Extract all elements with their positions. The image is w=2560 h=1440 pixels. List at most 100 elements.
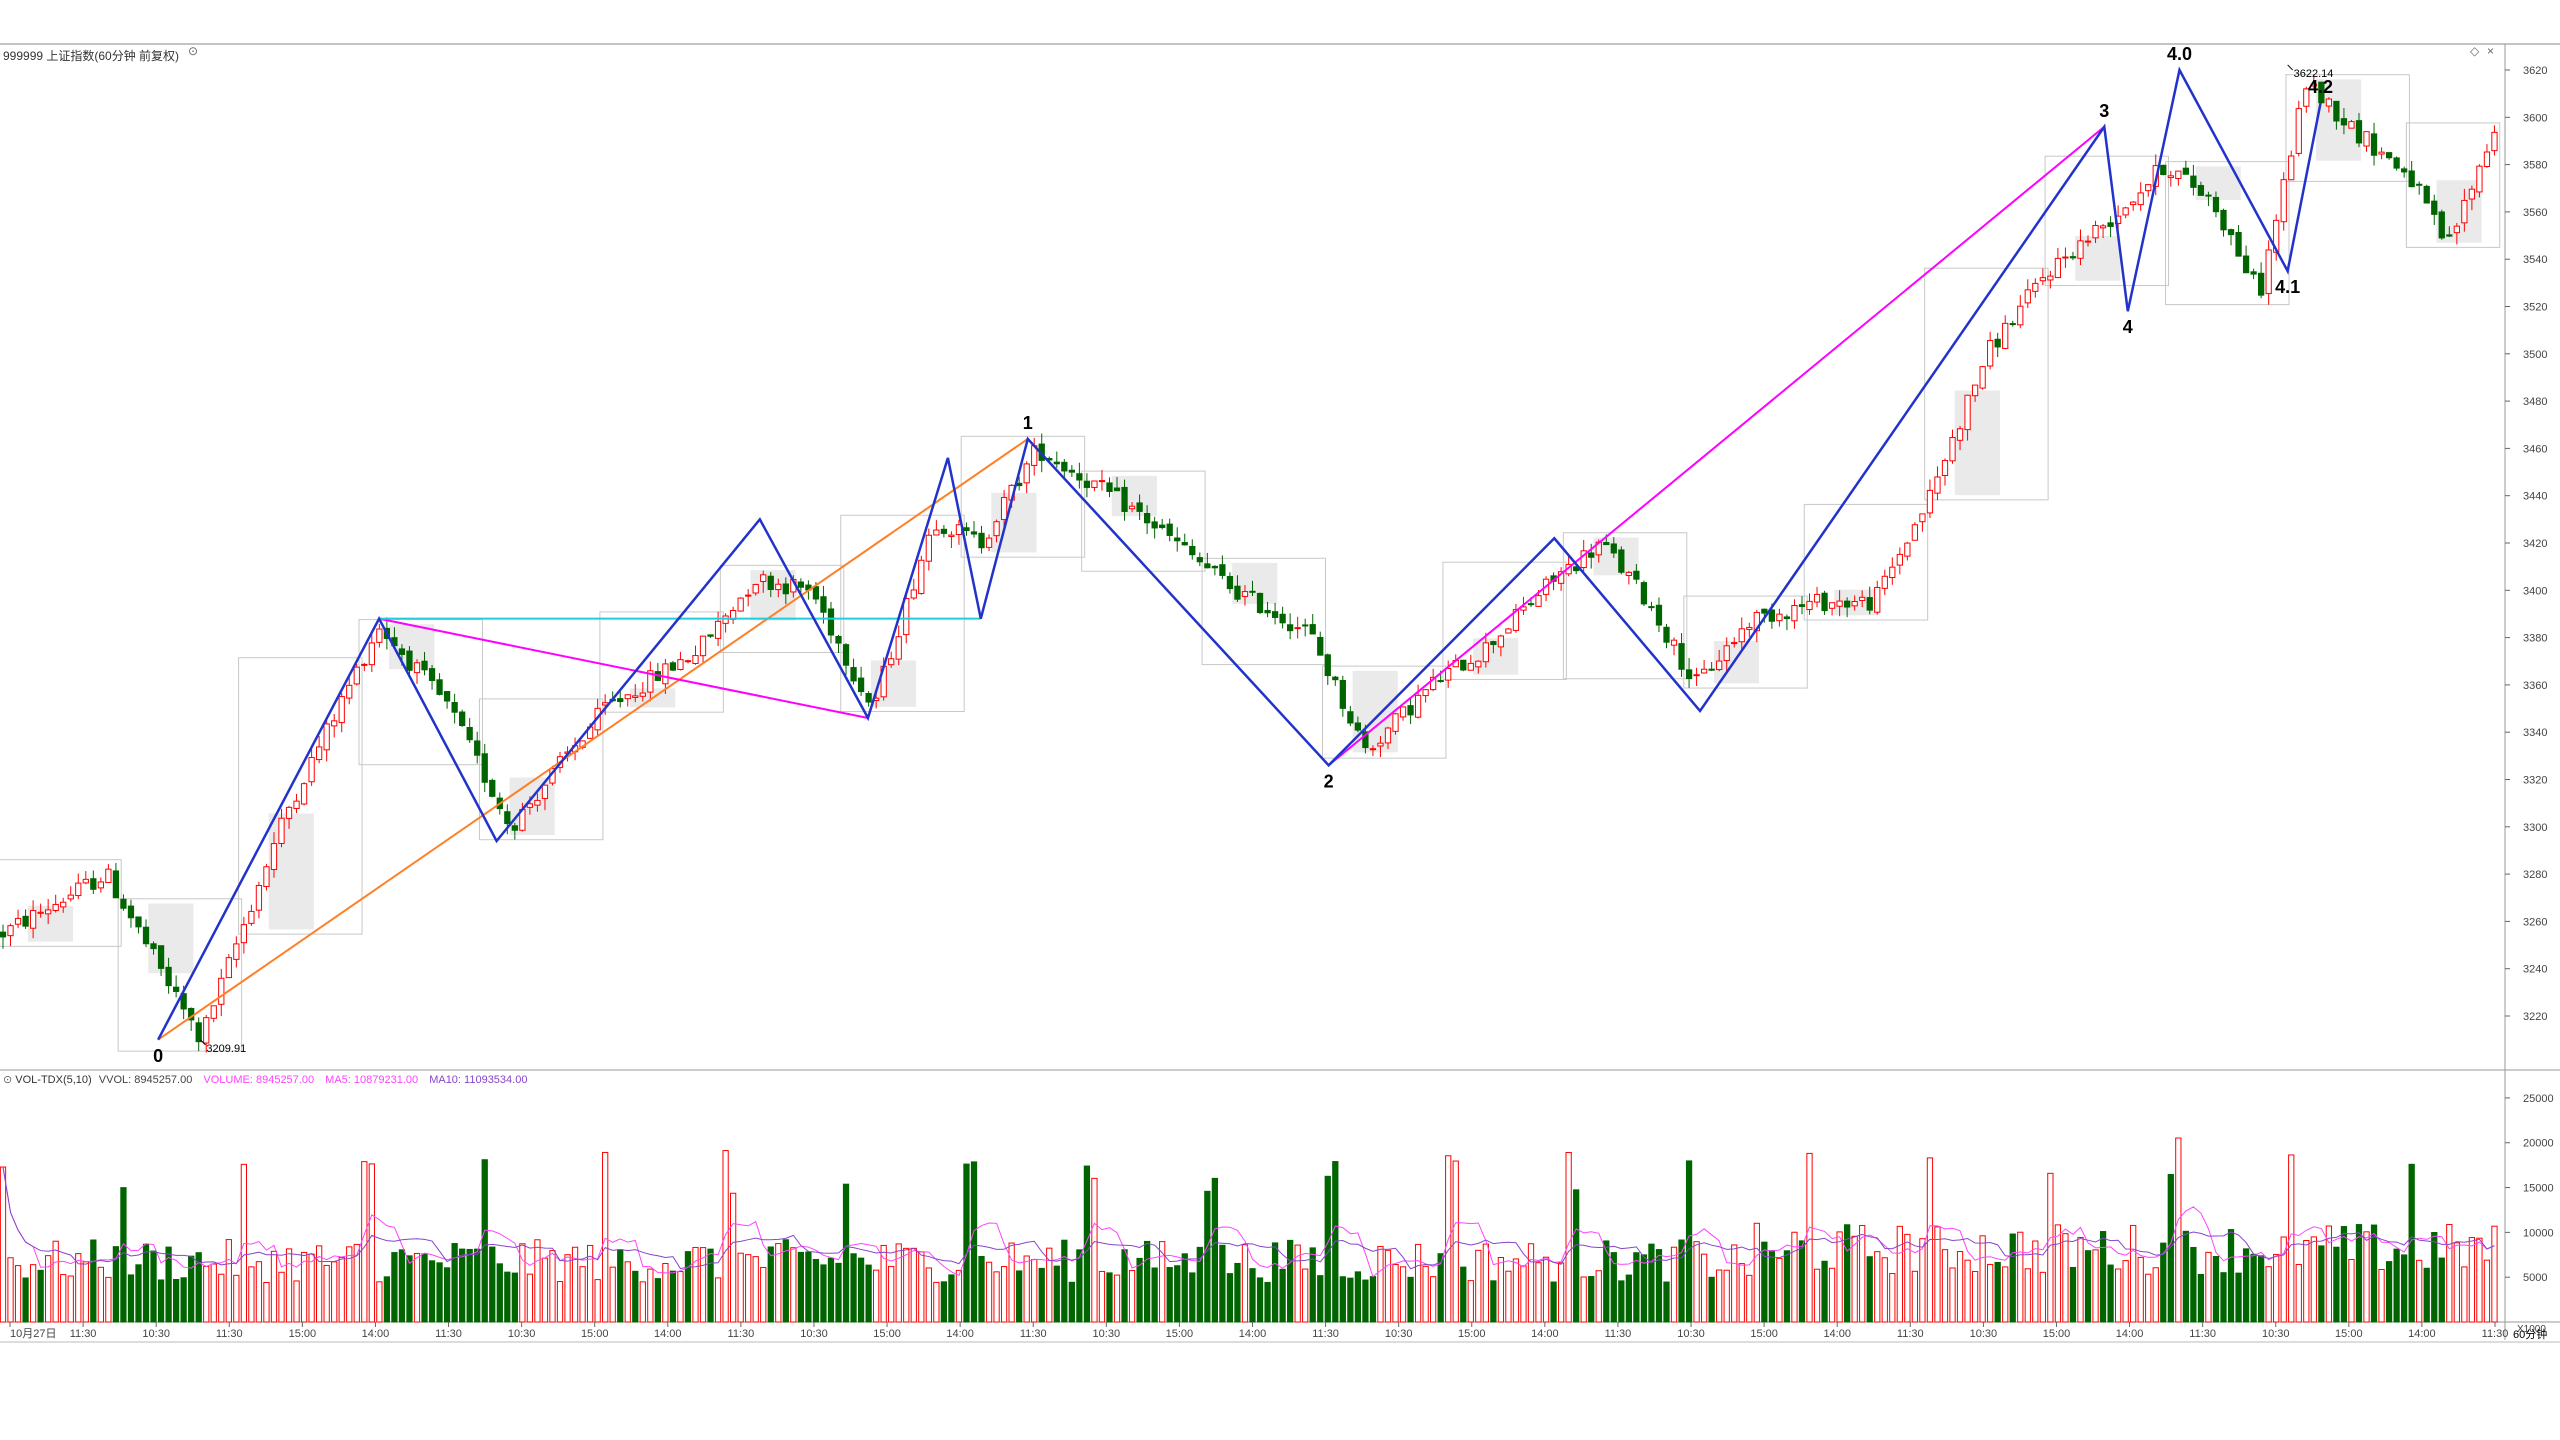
volume-bar: [842, 1183, 850, 1323]
volume-bar: [1392, 1264, 1399, 1323]
candle-body: [2370, 133, 2378, 156]
candle: [1648, 601, 1655, 612]
volume-bar: [722, 1150, 729, 1323]
candle: [1174, 527, 1181, 552]
candle-body: [632, 695, 639, 698]
ma5-readout: MA5: 10879231.00: [325, 1074, 419, 1086]
candle-body: [1369, 748, 1377, 751]
volume-bar: [2385, 1261, 2393, 1323]
candle: [1083, 473, 1091, 498]
candle-body: [1874, 586, 1881, 613]
vol-settings-icon[interactable]: ⊙: [3, 1074, 16, 1086]
candle-body: [1685, 669, 1693, 680]
candle-body: [1068, 469, 1075, 473]
candle: [353, 663, 360, 686]
volume-bar: [2370, 1224, 2378, 1323]
candle-body: [1211, 565, 1218, 569]
candle: [1994, 332, 2001, 358]
candle: [677, 651, 684, 671]
candle-body: [1339, 679, 1346, 709]
candle: [255, 881, 263, 919]
volume-bar: [1143, 1240, 1151, 1323]
candle: [1828, 602, 1836, 616]
candle-body: [1663, 626, 1670, 643]
candle: [165, 957, 172, 994]
candle-body: [1076, 473, 1083, 481]
candle: [1806, 593, 1813, 615]
candle-body: [2130, 201, 2137, 206]
volume-bar: [1226, 1273, 1234, 1323]
volume-bar: [775, 1243, 782, 1323]
candle: [481, 743, 488, 792]
volume-bar: [2325, 1225, 2333, 1323]
volume-bar: [2280, 1236, 2287, 1323]
candle: [948, 531, 955, 549]
candle: [2047, 270, 2054, 289]
candle-body: [1460, 659, 1467, 671]
candle: [2288, 150, 2295, 181]
candle-body: [1392, 713, 1399, 732]
volume-bar: [1362, 1279, 1369, 1323]
candle: [2062, 247, 2069, 268]
candle: [2355, 112, 2363, 148]
candle-body: [1527, 603, 1535, 606]
candle: [1678, 633, 1685, 677]
candle-body: [1979, 366, 1986, 389]
volume-bar: [2318, 1245, 2325, 1323]
candle: [14, 909, 22, 929]
candle-body: [1347, 711, 1354, 724]
volume-bar: [1467, 1280, 1474, 1323]
candle-body: [1279, 613, 1286, 624]
volume-bar: [353, 1243, 360, 1323]
candle: [1512, 603, 1520, 633]
candle-body: [699, 635, 707, 657]
candle: [1354, 716, 1362, 733]
volume-bar: [443, 1267, 451, 1323]
x-tick-label: 11:30: [1605, 1328, 1632, 1340]
candle: [888, 651, 895, 668]
volume-bar: [2069, 1266, 2077, 1323]
volume-bar: [2242, 1248, 2250, 1323]
candle: [1482, 632, 1489, 668]
candle: [1317, 631, 1324, 656]
x-tick-label: 15:00: [2335, 1328, 2363, 1340]
candle-body: [1226, 576, 1234, 590]
volume-bar: [1949, 1267, 1956, 1323]
candle: [37, 903, 44, 918]
volume-bar: [1211, 1177, 1218, 1323]
x-tick-label: 11:30: [2189, 1328, 2216, 1340]
candle: [1460, 659, 1467, 672]
volume-bar: [90, 1239, 97, 1323]
volume-bar: [2431, 1232, 2438, 1323]
volume-bar: [1520, 1265, 1527, 1323]
volume-bar: [1061, 1239, 1068, 1323]
wave-label: 4.1: [2275, 277, 2300, 297]
settings-icon[interactable]: ⊙: [188, 44, 199, 58]
candle: [346, 676, 353, 705]
volume-bar: [2363, 1231, 2370, 1323]
volume-bar: [888, 1265, 895, 1323]
candle-body: [1445, 667, 1452, 681]
volume-bar: [1625, 1274, 1632, 1323]
volume-bar: [233, 1274, 240, 1323]
volume-bar: [2227, 1229, 2235, 1323]
volume-bar: [1497, 1257, 1505, 1323]
candle-body: [2024, 289, 2031, 304]
x-tick-label: 15:00: [289, 1328, 317, 1340]
candle: [2423, 184, 2430, 204]
volume-bar: [1798, 1240, 1806, 1323]
candle: [1091, 480, 1098, 492]
y-tick-label: 3500: [2523, 349, 2547, 361]
candle: [1708, 661, 1715, 671]
candle: [1633, 564, 1640, 584]
volume-readout: VOLUME: 8945257.00: [203, 1074, 315, 1086]
volume-bar: [2453, 1242, 2460, 1323]
candle-body: [850, 667, 857, 682]
close-icon[interactable]: ×: [2487, 44, 2495, 58]
candle: [2438, 209, 2445, 240]
candle-body: [82, 878, 89, 884]
volume-bar: [978, 1255, 985, 1323]
candle-body: [2077, 240, 2084, 259]
diamond-icon[interactable]: ◇: [2470, 44, 2480, 58]
